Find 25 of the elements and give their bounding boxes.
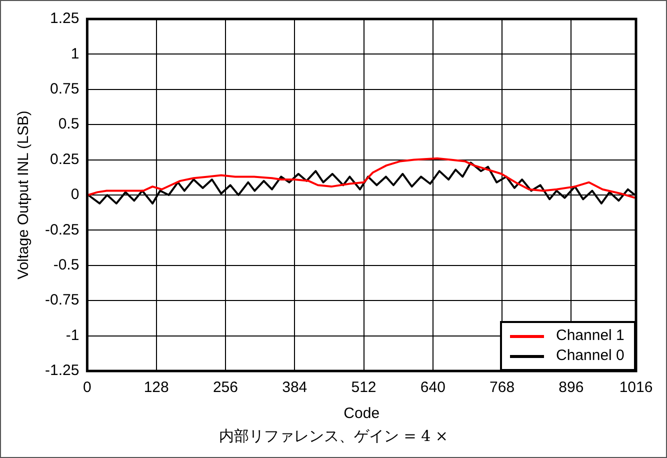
- x-tick-label: 1016: [619, 379, 653, 396]
- legend-label: Channel 0: [556, 346, 624, 366]
- x-tick-label: 256: [212, 379, 238, 396]
- y-tick-label: 0: [70, 186, 80, 204]
- y-tick-label: 0.75: [50, 80, 80, 98]
- x-tick-label: 0: [83, 379, 92, 396]
- x-tick-label: 512: [351, 379, 376, 396]
- y-tick-label: -1.25: [44, 362, 80, 380]
- y-tick-label: 1: [70, 45, 80, 62]
- legend-label: Channel 1: [556, 326, 624, 346]
- y-tick-label: 1.25: [50, 10, 80, 28]
- y-tick-label: 0.25: [50, 150, 80, 168]
- y-tick-label: -0.25: [44, 221, 80, 238]
- y-tick-label: 0.5: [58, 116, 80, 133]
- text: 内部リファレンス、ゲイン = 4 ×: [218, 427, 449, 446]
- x-tick-label: 896: [558, 379, 584, 396]
- x-tick-label: 128: [144, 379, 169, 396]
- x-axis-title: Code: [344, 405, 380, 422]
- x-tick-label: 768: [490, 379, 515, 396]
- x-tick-label: 640: [420, 379, 446, 396]
- x-tick-label: 384: [282, 379, 308, 396]
- y-tick-label: -0.75: [44, 292, 80, 309]
- y-tick-label: -0.5: [53, 256, 80, 274]
- y-tick-label: -1: [66, 326, 80, 344]
- y-axis-title: Voltage Output INL (LSB): [15, 110, 32, 280]
